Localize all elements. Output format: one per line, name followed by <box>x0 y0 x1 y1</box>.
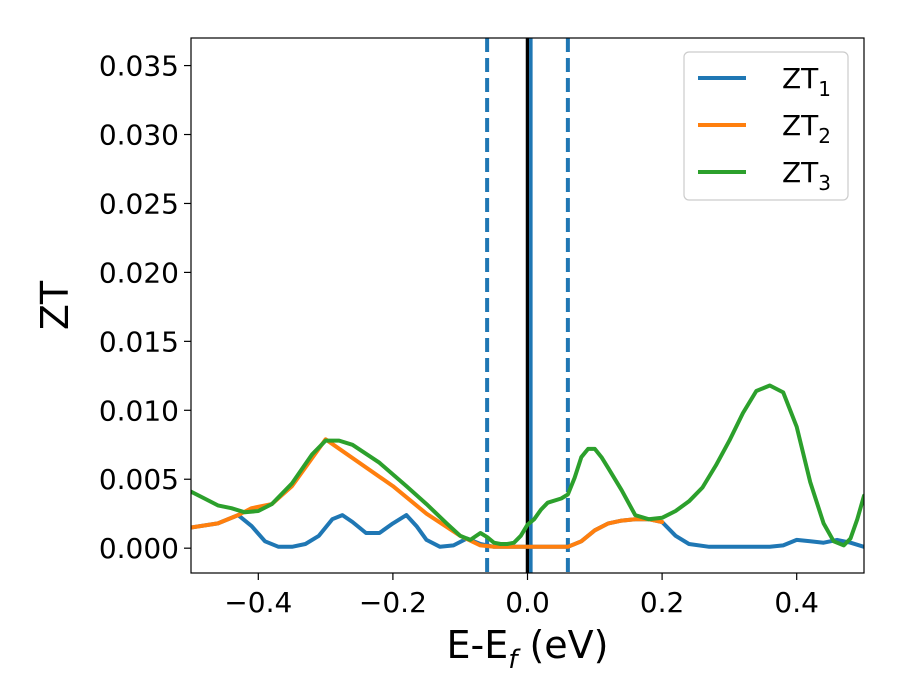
x-tick-label: −0.4 <box>224 586 292 619</box>
x-tick-label: 0.0 <box>505 586 550 619</box>
legend: ZT1 ZT2 ZT3 <box>683 51 849 201</box>
legend-label-zt1: ZT1 <box>782 62 831 101</box>
x-axis-ticks: −0.4 −0.2 0.0 0.2 0.4 <box>224 573 819 619</box>
y-tick-label: 0.015 <box>99 325 179 358</box>
y-tick-label: 0.020 <box>99 256 179 289</box>
y-axis-label: ZT <box>33 280 77 330</box>
x-axis-label-main: E-E <box>447 623 509 667</box>
x-axis-label-unit: (eV) <box>517 623 608 667</box>
series-line-zt3 <box>191 383 864 548</box>
x-tick-label: 0.4 <box>774 586 819 619</box>
y-tick-label: 0.000 <box>99 532 179 565</box>
y-tick-label: 0.005 <box>99 463 179 496</box>
y-tick-label: 0.035 <box>99 50 179 83</box>
legend-box <box>683 51 849 201</box>
x-axis-label: E-Ef (eV) <box>447 623 609 675</box>
x-tick-label: −0.2 <box>359 586 427 619</box>
vertical-markers <box>485 38 570 573</box>
series-lines <box>191 383 864 549</box>
y-axis-ticks: 0.000 0.005 0.010 0.015 0.020 0.025 0.030 0.035 <box>99 50 191 565</box>
series-line-zt2 <box>191 437 665 549</box>
legend-label-zt2: ZT2 <box>782 109 831 148</box>
y-tick-label: 0.025 <box>99 187 179 220</box>
x-tick-label: 0.2 <box>640 586 685 619</box>
legend-label-zt3: ZT3 <box>782 156 831 195</box>
y-tick-label: 0.030 <box>99 119 179 152</box>
y-tick-label: 0.010 <box>99 394 179 427</box>
